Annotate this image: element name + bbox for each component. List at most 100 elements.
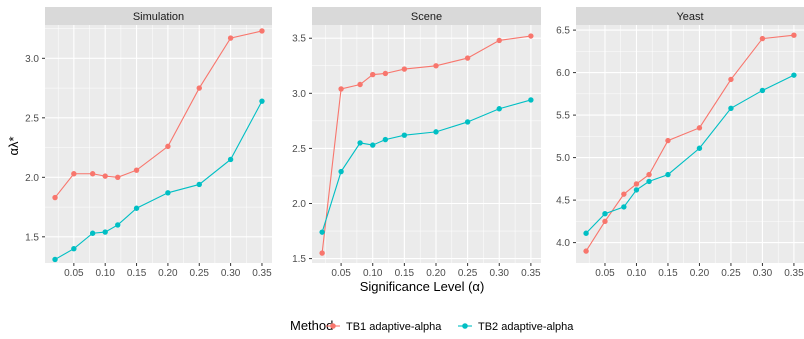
x-tick-label: 0.15 [658,268,678,279]
y-axis-title: αλ* [6,136,21,155]
x-tick-label: 0.15 [395,268,415,279]
data-point [165,143,171,150]
data-point [382,136,389,143]
series-line [54,30,263,198]
data-point [759,35,766,42]
data-point [621,191,627,197]
data-point [71,246,77,252]
y-tick-label: 2.0 [25,173,39,184]
series-line [54,100,263,260]
series-tb2 [319,97,534,235]
data-point [133,167,140,173]
data-point [165,190,171,196]
x-tick-label: 0.30 [221,268,241,279]
data-point [196,85,202,91]
panels-layer: Simulation 1.5 2.0 2.5 3.0 0.05 0.10 0.15 0.20 0.… [25,7,804,279]
data-point [259,98,265,104]
data-point [633,181,640,187]
facet-strip [312,7,541,25]
data-point [370,71,376,78]
legend-item-tb1: TB1 adaptive-alpha [326,321,442,333]
data-point [464,55,471,61]
data-point [370,142,376,148]
data-point [759,87,766,94]
data-point [791,72,797,78]
data-point [602,218,608,225]
data-point [52,194,58,201]
data-point [89,230,96,236]
data-point [728,76,734,83]
data-point [464,119,471,125]
y-tick-label: 3.5 [292,34,306,45]
legend-key-point-tb1 [330,323,336,329]
panel-background [45,25,272,263]
x-tick-label: 0.35 [252,268,272,279]
data-point [665,171,671,178]
x-tick-label: 0.05 [64,268,84,279]
series-line [321,35,531,254]
panel-yeast: Yeast 4.0 4.5 5.0 5.5 6.0 6.5 0.05 0.10 0.15 0.20 0… [556,7,804,279]
y-tick-label: 2.5 [25,113,39,124]
data-point [338,86,344,92]
data-point [89,171,96,177]
data-point [115,222,121,228]
data-point [583,248,589,254]
series-tb2 [52,98,265,263]
data-point [602,211,608,217]
x-tick-label: 0.25 [458,268,478,279]
legend: Method TB1 adaptive-alpha TB2 adaptive-a… [290,318,574,333]
series-line [321,99,532,233]
data-point [52,256,58,263]
x-tick-label: 0.35 [521,268,541,279]
data-point [433,63,439,69]
x-tick-label: 0.20 [158,268,178,279]
x-tick-label: 0.20 [426,268,446,279]
data-point [259,28,265,34]
data-point [382,70,389,77]
data-point [401,66,408,72]
legend-label-tb2: TB2 adaptive-alpha [478,321,574,333]
y-tick-label: 2.0 [292,199,306,210]
data-point [496,106,502,112]
y-tick-label: 4.0 [556,238,570,249]
x-tick-label: 0.35 [784,268,804,279]
x-tick-label: 0.25 [190,268,210,279]
data-point [102,173,108,179]
legend-key-point-tb2 [462,323,468,329]
data-point [71,171,77,177]
y-tick-label: 3.0 [292,89,306,100]
facet-strip [576,7,804,25]
x-axis-title: Significance Level (α) [360,279,485,294]
data-point [646,171,652,178]
legend-item-tb2: TB2 adaptive-alpha [458,321,574,333]
y-tick-label: 1.5 [25,232,39,243]
data-point [319,229,325,235]
data-point [496,37,502,44]
data-point [696,145,703,151]
x-tick-label: 0.10 [363,268,383,279]
series-line [585,74,795,234]
legend-title: Method [290,318,333,333]
y-tick-label: 6.5 [556,26,570,37]
series-tb1 [319,33,534,256]
data-point [583,230,589,236]
data-point [401,132,408,138]
data-point [133,205,140,211]
legend-label-tb1: TB1 adaptive-alpha [346,321,442,333]
data-point [227,156,234,163]
y-tick-label: 6.0 [556,68,570,79]
y-tick-label: 4.5 [556,196,570,207]
facet-strip-label: Scene [411,11,442,23]
y-tick-label: 2.5 [292,144,306,155]
facet-strip-label: Yeast [676,11,703,23]
x-tick-label: 0.05 [331,268,351,279]
data-point [227,35,234,41]
x-tick-label: 0.20 [690,268,710,279]
data-point [728,105,734,112]
data-point [528,97,534,103]
data-point [357,81,363,88]
x-tick-label: 0.30 [490,268,510,279]
y-tick-label: 5.5 [556,111,570,122]
x-tick-label: 0.25 [721,268,741,279]
